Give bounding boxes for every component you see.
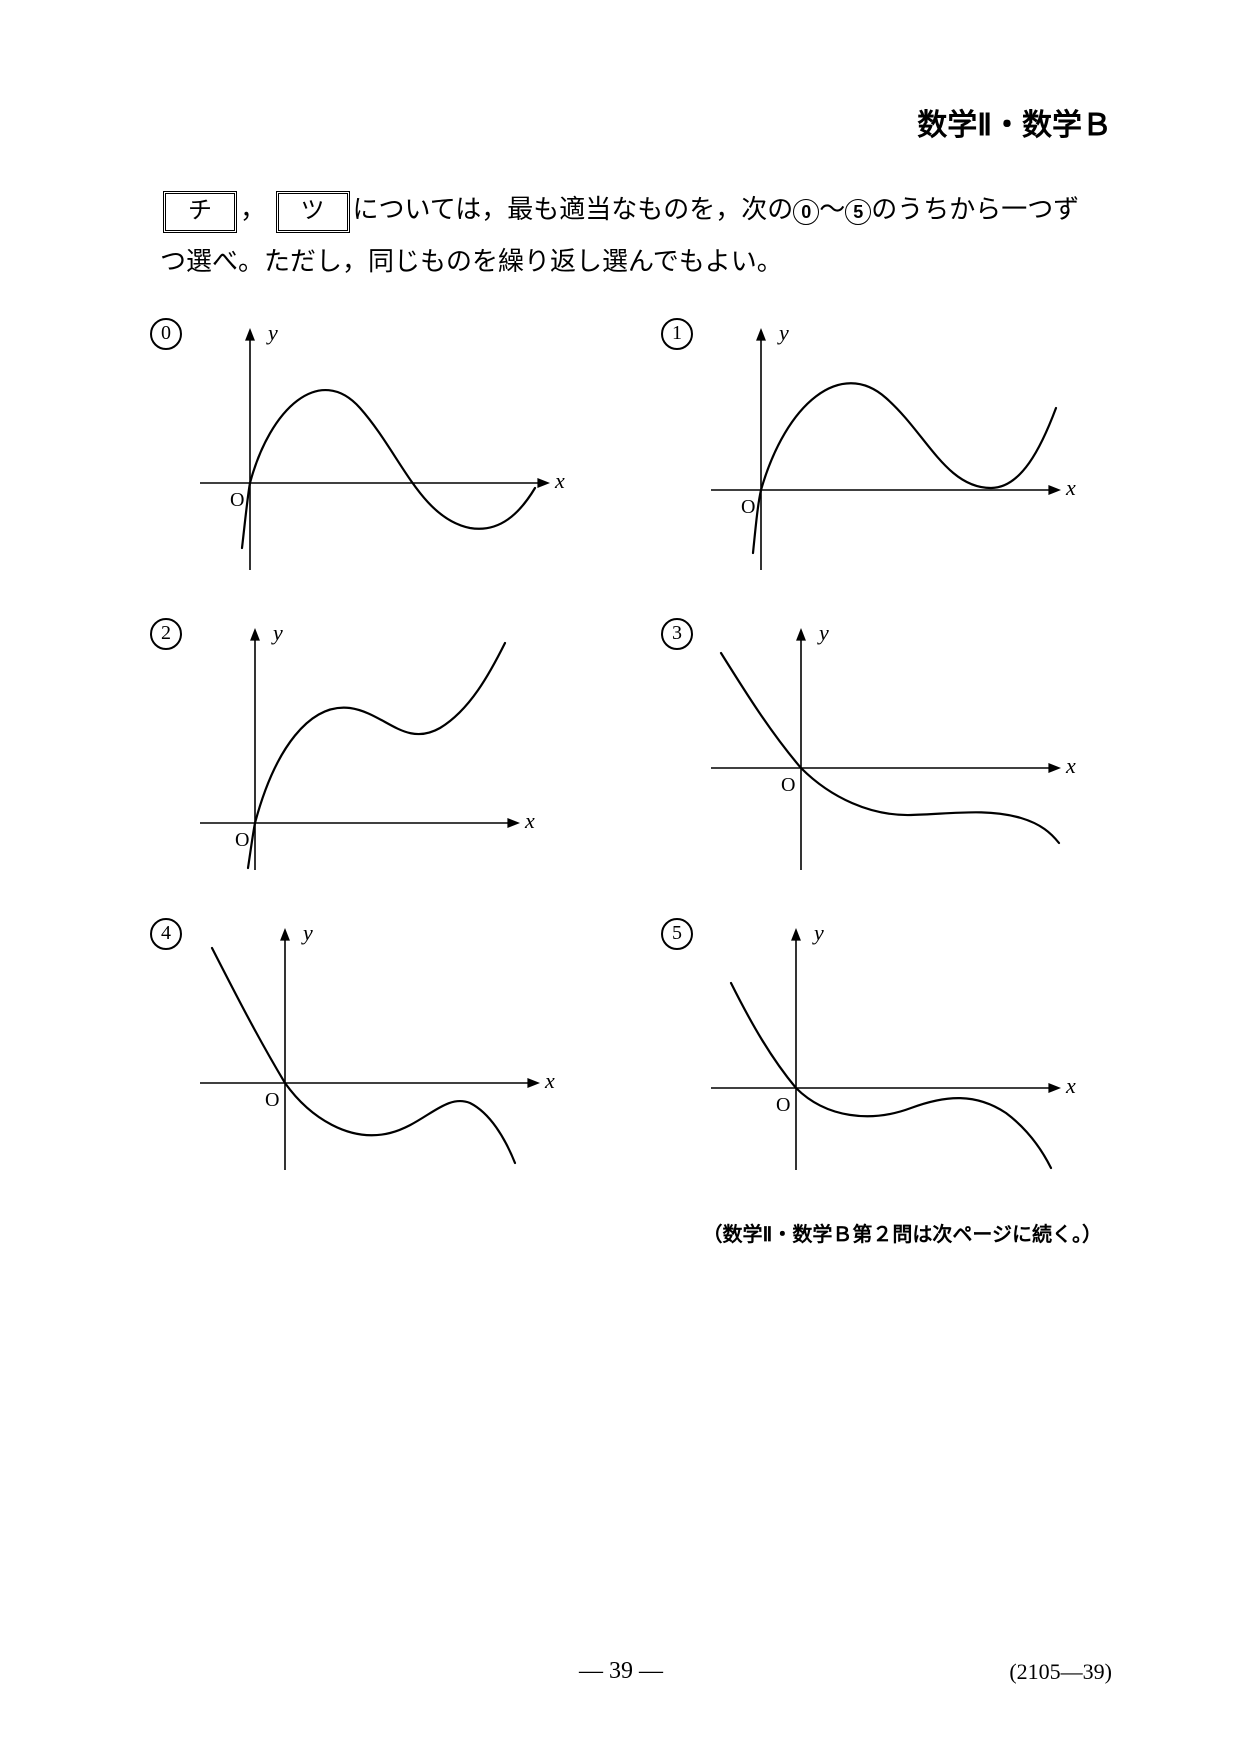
answer-slot-chi: チ: [163, 191, 237, 233]
origin-label: O: [741, 496, 755, 518]
plot-3: y x O: [701, 618, 1081, 878]
continue-note: （数学Ⅱ・数学Ｂ第２問は次ページに続く。）: [140, 1218, 1122, 1247]
option-number-2: 2: [150, 618, 182, 650]
origin-label: O: [235, 829, 249, 851]
origin-label: O: [781, 774, 795, 796]
option-5: 5 y x O: [651, 918, 1122, 1198]
comma: ，: [240, 195, 266, 224]
y-axis-label: y: [817, 620, 829, 645]
q-text-1: については，最も適当なものを，次の: [353, 195, 794, 224]
x-axis-label: x: [524, 808, 535, 833]
option-4: 4 y x O: [140, 918, 611, 1198]
option-number-4: 4: [150, 918, 182, 950]
option-2: 2 y x O: [140, 618, 611, 898]
option-number-0: 0: [150, 318, 182, 350]
subject-title: 数学Ⅱ・数学Ｂ: [917, 109, 1112, 142]
x-axis-label: x: [554, 468, 565, 493]
y-axis-label: y: [301, 920, 313, 945]
x-axis-label: x: [1065, 1073, 1076, 1098]
option-3: 3 y x O: [651, 618, 1122, 898]
x-axis-label: x: [544, 1068, 555, 1093]
option-number-1: 1: [661, 318, 693, 350]
origin-label: O: [230, 489, 244, 511]
option-number-5: 5: [661, 918, 693, 950]
plot-4: y x O: [190, 918, 570, 1178]
option-0: 0 y x O: [140, 318, 611, 598]
y-axis-label: y: [266, 320, 278, 345]
page-header: 数学Ⅱ・数学Ｂ: [140, 100, 1122, 144]
plot-2: y x O: [190, 618, 570, 878]
origin-label: O: [265, 1089, 279, 1111]
y-axis-label: y: [271, 620, 283, 645]
page-footer: ― 39 ― (2105―39): [0, 1658, 1242, 1685]
option-number-3: 3: [661, 618, 693, 650]
origin-label: O: [776, 1094, 790, 1116]
answer-slot-tsu: ツ: [276, 191, 350, 233]
plot-0: y x O: [190, 318, 570, 578]
question-text: チ， ツについては，最も適当なものを，次の0～5のうちから一つずつ選べ。ただし，…: [160, 184, 1102, 288]
plot-5: y x O: [701, 918, 1081, 1178]
y-axis-label: y: [812, 920, 824, 945]
x-axis-label: x: [1065, 753, 1076, 778]
plot-1: y x O: [701, 318, 1081, 578]
x-axis-label: x: [1065, 475, 1076, 500]
doc-code: (2105―39): [1009, 1659, 1112, 1685]
range-to: 5: [845, 199, 871, 225]
range-from: 0: [793, 199, 819, 225]
y-axis-label: y: [777, 320, 789, 345]
option-1: 1 y x O: [651, 318, 1122, 598]
options-grid: 0 y x O 1 y x O 2 y x O 3 y x O 4 y x O 5 y x O: [140, 318, 1122, 1198]
